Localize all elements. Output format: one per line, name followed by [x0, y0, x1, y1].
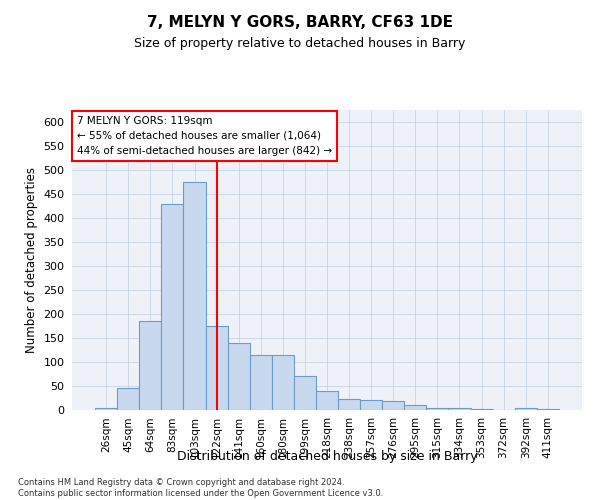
Bar: [117, 388, 139, 410]
Bar: [139, 321, 161, 410]
Text: Distribution of detached houses by size in Barry: Distribution of detached houses by size …: [176, 450, 478, 463]
Bar: [360, 400, 382, 410]
Bar: [404, 405, 427, 410]
Bar: [184, 182, 206, 410]
Bar: [427, 408, 448, 410]
Bar: [95, 408, 117, 410]
Bar: [382, 402, 404, 410]
Text: 7 MELYN Y GORS: 119sqm
← 55% of detached houses are smaller (1,064)
44% of semi-: 7 MELYN Y GORS: 119sqm ← 55% of detached…: [77, 116, 332, 156]
Text: Size of property relative to detached houses in Barry: Size of property relative to detached ho…: [134, 38, 466, 51]
Text: Contains HM Land Registry data © Crown copyright and database right 2024.
Contai: Contains HM Land Registry data © Crown c…: [18, 478, 383, 498]
Bar: [161, 204, 184, 410]
Y-axis label: Number of detached properties: Number of detached properties: [25, 167, 38, 353]
Bar: [250, 355, 272, 410]
Bar: [470, 408, 493, 410]
Bar: [515, 408, 537, 410]
Bar: [272, 355, 294, 410]
Bar: [316, 391, 338, 410]
Bar: [338, 399, 360, 410]
Bar: [227, 343, 250, 410]
Bar: [537, 409, 559, 410]
Bar: [448, 408, 470, 410]
Bar: [206, 326, 227, 410]
Bar: [294, 376, 316, 410]
Text: 7, MELYN Y GORS, BARRY, CF63 1DE: 7, MELYN Y GORS, BARRY, CF63 1DE: [147, 15, 453, 30]
